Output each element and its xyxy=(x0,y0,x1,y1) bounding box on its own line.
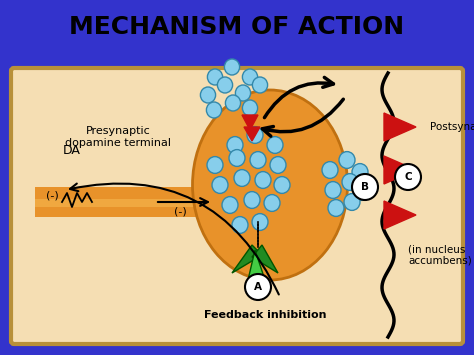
Ellipse shape xyxy=(226,95,241,111)
Polygon shape xyxy=(252,245,278,273)
Polygon shape xyxy=(384,156,416,184)
Ellipse shape xyxy=(252,214,268,230)
Ellipse shape xyxy=(218,77,233,93)
Polygon shape xyxy=(244,127,260,141)
Ellipse shape xyxy=(352,164,368,180)
Ellipse shape xyxy=(212,176,228,193)
Text: C: C xyxy=(404,172,412,182)
Ellipse shape xyxy=(229,149,245,166)
Ellipse shape xyxy=(206,102,222,118)
Text: (-): (-) xyxy=(46,190,58,200)
Polygon shape xyxy=(384,201,416,229)
Text: A: A xyxy=(254,282,262,292)
Ellipse shape xyxy=(242,100,257,116)
Ellipse shape xyxy=(328,200,344,217)
Ellipse shape xyxy=(222,197,238,213)
Ellipse shape xyxy=(339,152,355,168)
Polygon shape xyxy=(242,115,258,130)
Ellipse shape xyxy=(274,176,290,193)
Ellipse shape xyxy=(234,170,250,186)
Polygon shape xyxy=(248,250,265,280)
Ellipse shape xyxy=(352,174,378,200)
Ellipse shape xyxy=(207,157,223,173)
Text: Feedback inhibition: Feedback inhibition xyxy=(204,310,326,320)
Ellipse shape xyxy=(264,195,280,211)
Text: Presynaptic
dopamine terminal: Presynaptic dopamine terminal xyxy=(65,126,171,148)
Ellipse shape xyxy=(236,85,251,101)
Text: (in nucleus
accumbens): (in nucleus accumbens) xyxy=(408,244,472,266)
Ellipse shape xyxy=(322,162,338,179)
Polygon shape xyxy=(35,187,285,217)
Text: MECHANISM OF ACTION: MECHANISM OF ACTION xyxy=(69,15,405,39)
Ellipse shape xyxy=(208,69,223,85)
Polygon shape xyxy=(384,113,416,141)
Text: (-): (-) xyxy=(173,207,186,217)
Ellipse shape xyxy=(255,171,271,189)
Ellipse shape xyxy=(224,59,239,75)
Ellipse shape xyxy=(395,164,421,190)
Ellipse shape xyxy=(267,137,283,153)
Ellipse shape xyxy=(344,193,360,211)
Ellipse shape xyxy=(270,157,286,173)
Ellipse shape xyxy=(244,192,260,208)
Ellipse shape xyxy=(245,274,271,300)
Ellipse shape xyxy=(201,87,216,103)
Text: Postsynaptic cell: Postsynaptic cell xyxy=(430,122,474,132)
Ellipse shape xyxy=(247,127,263,143)
FancyBboxPatch shape xyxy=(11,68,463,344)
Ellipse shape xyxy=(325,182,341,198)
Ellipse shape xyxy=(342,174,358,190)
Text: B: B xyxy=(361,182,369,192)
Polygon shape xyxy=(232,245,262,273)
Polygon shape xyxy=(35,199,285,207)
Ellipse shape xyxy=(192,90,347,280)
Ellipse shape xyxy=(354,184,370,201)
Ellipse shape xyxy=(252,77,268,93)
Ellipse shape xyxy=(250,152,266,168)
Text: DA: DA xyxy=(63,143,81,157)
Ellipse shape xyxy=(232,217,248,233)
Ellipse shape xyxy=(227,137,243,153)
Ellipse shape xyxy=(242,69,257,85)
